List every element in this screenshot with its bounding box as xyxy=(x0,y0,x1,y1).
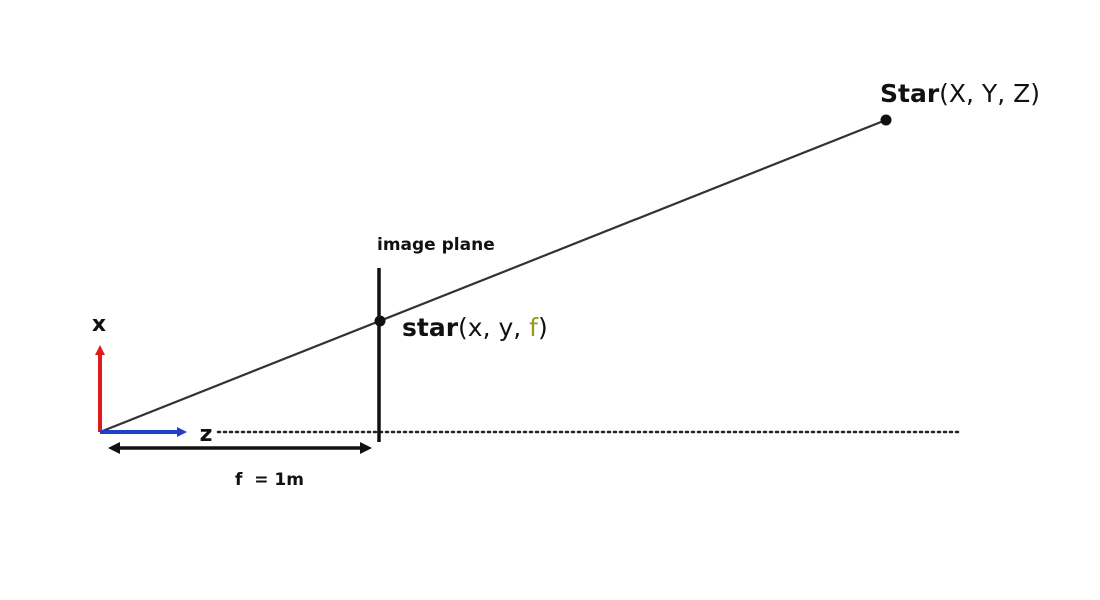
star-image-focal: f xyxy=(529,313,539,342)
projection-ray xyxy=(99,118,887,434)
star-world-name: Star xyxy=(880,79,940,108)
star-world-point xyxy=(880,114,892,126)
focal-length-label: f = 1m xyxy=(235,470,304,490)
x-axis-label: x xyxy=(92,312,106,337)
star-image-label: star(x, y, f) xyxy=(402,313,548,342)
image-plane-label: image plane xyxy=(377,235,495,255)
star-image-coords-suffix: ) xyxy=(538,313,548,342)
z-axis-label: z xyxy=(200,422,213,447)
star-world-coords: (X, Y, Z) xyxy=(939,79,1040,108)
star-image-coords-prefix: (x, y, xyxy=(458,313,529,342)
star-image-name: star xyxy=(402,313,459,342)
star-image-point xyxy=(374,315,386,327)
star-world-label: Star(X, Y, Z) xyxy=(880,79,1040,108)
